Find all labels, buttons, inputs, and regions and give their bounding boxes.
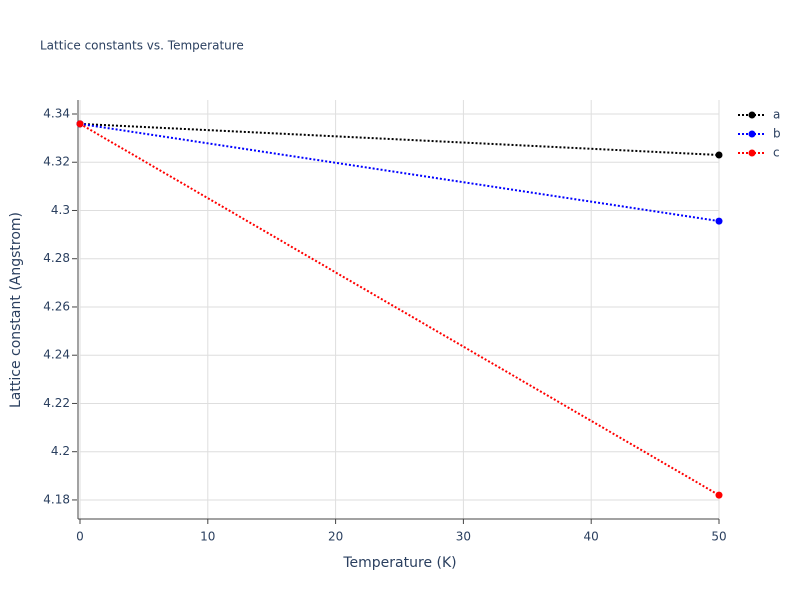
y-tick-label: 4.24 <box>43 348 70 362</box>
y-tick-label: 4.26 <box>43 299 70 313</box>
legend-marker <box>748 111 756 119</box>
legend-label: c <box>773 146 780 160</box>
series-line <box>79 122 720 223</box>
chart-title: Lattice constants vs. Temperature <box>40 39 244 53</box>
y-tick-label: 4.18 <box>43 492 70 506</box>
x-tick-label: 10 <box>200 530 215 544</box>
y-tick-label: 4.32 <box>43 155 70 169</box>
y-axis-label: Lattice constant (Angstrom) <box>8 212 24 408</box>
legend-marker <box>748 130 756 138</box>
y-tick-label: 4.28 <box>43 251 70 265</box>
legend-label: b <box>773 127 781 141</box>
point <box>715 217 723 225</box>
x-tick-label: 30 <box>456 530 471 544</box>
series-line <box>79 123 720 496</box>
y-tick-label: 4.2 <box>51 444 70 458</box>
point <box>715 491 723 499</box>
y-tick-label: 4.34 <box>43 106 70 120</box>
legend-label: a <box>773 108 780 122</box>
series-line <box>79 122 720 156</box>
x-tick-label: 40 <box>584 530 599 544</box>
y-tick-label: 4.3 <box>51 203 70 217</box>
point <box>715 151 723 159</box>
legend-marker <box>748 149 756 157</box>
x-tick-label: 50 <box>711 530 726 544</box>
x-axis-label: Temperature (K) <box>342 555 456 571</box>
y-tick-label: 4.22 <box>43 396 70 410</box>
x-tick-label: 20 <box>328 530 343 544</box>
x-tick-label: 0 <box>76 530 84 544</box>
point <box>76 120 84 128</box>
